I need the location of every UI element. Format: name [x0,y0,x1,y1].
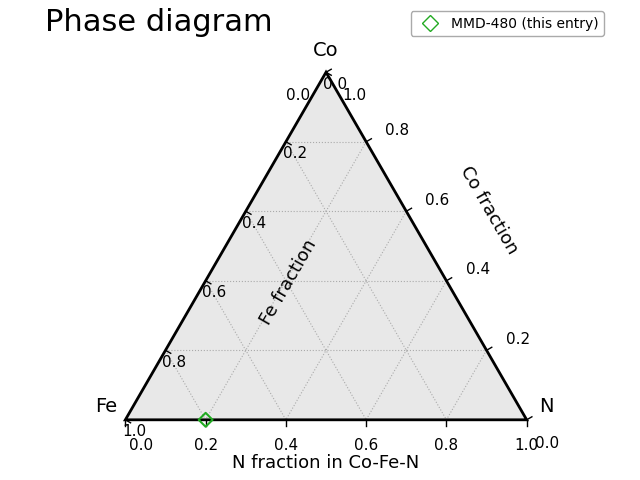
Text: 0.8: 0.8 [162,355,186,370]
Text: 0.2: 0.2 [193,438,218,453]
Text: 1.0: 1.0 [122,424,146,439]
Text: 0.0: 0.0 [534,436,559,451]
Text: N: N [539,397,553,416]
Text: 0.6: 0.6 [426,193,450,208]
Text: 1.0: 1.0 [342,88,366,103]
Text: 0.8: 0.8 [385,123,410,138]
Text: 0.6: 0.6 [202,285,227,300]
Text: Co fraction: Co fraction [456,163,522,257]
Text: 0.0: 0.0 [323,77,347,92]
Text: 0.0: 0.0 [129,438,154,453]
Point [200,416,211,424]
Text: Fe fraction: Fe fraction [257,236,320,328]
Text: 0.8: 0.8 [435,438,458,453]
Text: 0.0: 0.0 [286,88,310,103]
Text: 1.0: 1.0 [515,438,539,453]
Text: N fraction in Co-Fe-N: N fraction in Co-Fe-N [232,454,420,472]
Polygon shape [125,72,527,420]
Text: Co: Co [313,41,339,60]
Text: 0.6: 0.6 [354,438,378,453]
Text: 0.4: 0.4 [243,216,267,231]
Text: 0.2: 0.2 [283,146,307,161]
Text: Phase diagram: Phase diagram [45,8,273,37]
Text: 0.2: 0.2 [506,332,530,347]
Legend: MMD-480 (this entry): MMD-480 (this entry) [411,11,604,36]
Text: 0.4: 0.4 [274,438,298,453]
Text: 0.4: 0.4 [465,262,490,277]
Text: Fe: Fe [95,397,117,416]
